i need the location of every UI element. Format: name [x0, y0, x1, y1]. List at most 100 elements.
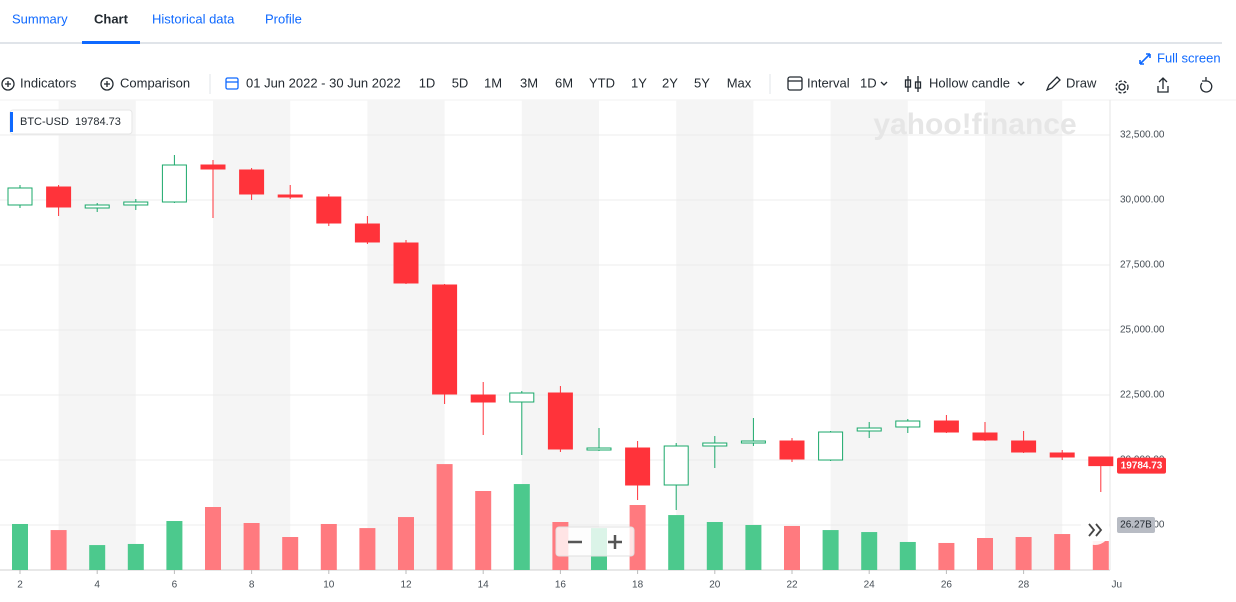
range-button[interactable]: 5D: [452, 75, 469, 90]
candle-body: [277, 194, 303, 198]
chevron: [880, 81, 888, 86]
price-tag: [1117, 457, 1166, 474]
range-button[interactable]: 6M: [555, 75, 573, 90]
plus-icon: [100, 77, 114, 91]
volume-bar: [243, 523, 260, 570]
x-tick-label: 20: [709, 580, 721, 591]
full-screen[interactable]: Full screen: [1139, 50, 1221, 65]
candle-body: [123, 201, 149, 206]
indicators-button[interactable]: Indicators: [20, 75, 77, 90]
settings-icon[interactable]: [1115, 80, 1129, 94]
legend-swatch: [10, 112, 13, 132]
volume-tag: [1117, 517, 1155, 533]
legend-value: 19784.73: [75, 116, 121, 128]
zoom-box: [555, 526, 635, 557]
volume-bar: [668, 515, 685, 570]
reset-icon[interactable]: [1200, 77, 1213, 93]
period-shade: [985, 100, 1063, 570]
candle-body: [895, 420, 921, 428]
range-button[interactable]: Max: [727, 75, 752, 90]
volume-bar: [359, 528, 376, 570]
volume-bar: [1092, 541, 1109, 570]
interval-value[interactable]: 1D: [860, 75, 877, 90]
x-tick-label: 26: [941, 580, 953, 591]
x-tick-label: 24: [864, 580, 876, 591]
candle-body: [46, 186, 72, 208]
x-tick-label: 2: [17, 580, 23, 591]
candle-icon: [914, 81, 922, 89]
date-range[interactable]: 01 Jun 2022 - 30 Jun 2022: [246, 75, 401, 90]
volume-bar: [50, 530, 67, 570]
candle-body: [509, 392, 535, 403]
volume-bar: [320, 523, 337, 570]
volume-bar: [513, 484, 530, 570]
interval-label[interactable]: Interval: [807, 75, 850, 90]
plus-icon: [1, 77, 15, 91]
volume-bar: [436, 464, 453, 570]
candle-body: [972, 432, 998, 441]
range-button[interactable]: 5Y: [694, 75, 710, 90]
volume-bar: [475, 491, 492, 570]
range-button[interactable]: 1D: [419, 75, 436, 90]
candle-body: [625, 447, 651, 486]
candle-body: [586, 447, 612, 451]
comparison-button[interactable]: Comparison: [120, 75, 190, 90]
range-button[interactable]: YTD: [589, 75, 615, 90]
volume-bar: [938, 542, 955, 570]
range-buttons: 1D 5D 1M 3M 6M YTD 1Y 2Y 5Y Max: [419, 75, 752, 90]
watermark: yahoo!finance: [873, 108, 1076, 141]
full-screen-link[interactable]: Full screen: [1157, 50, 1221, 65]
volume-bar: [1015, 537, 1032, 570]
volume-bar: [282, 537, 299, 570]
x-tick-label: 16: [555, 580, 567, 591]
draw-button[interactable]: Draw: [1066, 75, 1097, 90]
scroll-end[interactable]: [1080, 515, 1110, 545]
period-shade: [367, 100, 445, 570]
range-button[interactable]: 3M: [520, 75, 538, 90]
zoom-in[interactable]: [608, 535, 622, 549]
volume-bar: [166, 521, 183, 570]
plus-icon: [104, 81, 110, 87]
candle-body: [393, 242, 419, 284]
range-button[interactable]: 1Y: [631, 75, 647, 90]
x-tick-label: 28: [1018, 580, 1030, 591]
range-button[interactable]: 1M: [484, 75, 502, 90]
candle-body: [239, 169, 265, 195]
tab[interactable]: Historical data: [152, 11, 235, 26]
zoom-control: [555, 526, 635, 557]
tab[interactable]: Profile: [265, 11, 302, 26]
full-screen-icon: [1139, 53, 1151, 65]
range-button[interactable]: 2Y: [662, 75, 678, 90]
plus-icon: [5, 81, 11, 87]
candle-icon: [904, 79, 912, 88]
candle-body: [547, 392, 573, 450]
tab-active[interactable]: Chart: [94, 11, 129, 26]
volume-bar: [822, 530, 839, 570]
candle-body: [933, 420, 959, 433]
candle-body: [1088, 456, 1114, 467]
y-tick-label: 30,000.00: [1120, 195, 1165, 206]
share-icon[interactable]: [1157, 77, 1169, 93]
candle-body: [470, 394, 496, 403]
toolbar: Indicators Comparison 01 Jun 2022 - 30 J…: [0, 74, 1236, 101]
volume-bar: [977, 538, 993, 570]
draw-icon: [1045, 76, 1061, 92]
candle-body: [1049, 452, 1075, 458]
x-tick-label: 6: [172, 580, 178, 591]
candle-body: [663, 445, 689, 486]
candle-body: [1011, 440, 1037, 453]
candle-body: [316, 196, 342, 224]
interval-icon: [787, 76, 803, 91]
settings-icon[interactable]: [1118, 83, 1126, 91]
chart-style[interactable]: Hollow candle: [929, 75, 1010, 90]
legend-symbol: BTC-USD: [20, 116, 69, 128]
volume-tag-label: 26.27B: [1120, 520, 1152, 531]
candle-body: [856, 427, 882, 432]
candle-body: [702, 442, 728, 447]
tab[interactable]: Summary: [12, 11, 68, 26]
volume-bar: [899, 541, 916, 570]
candle-body: [779, 440, 805, 460]
x-tick-label: 4: [94, 580, 100, 591]
y-tick-label: 32,500.00: [1120, 130, 1165, 141]
volume-bar: [398, 517, 414, 570]
